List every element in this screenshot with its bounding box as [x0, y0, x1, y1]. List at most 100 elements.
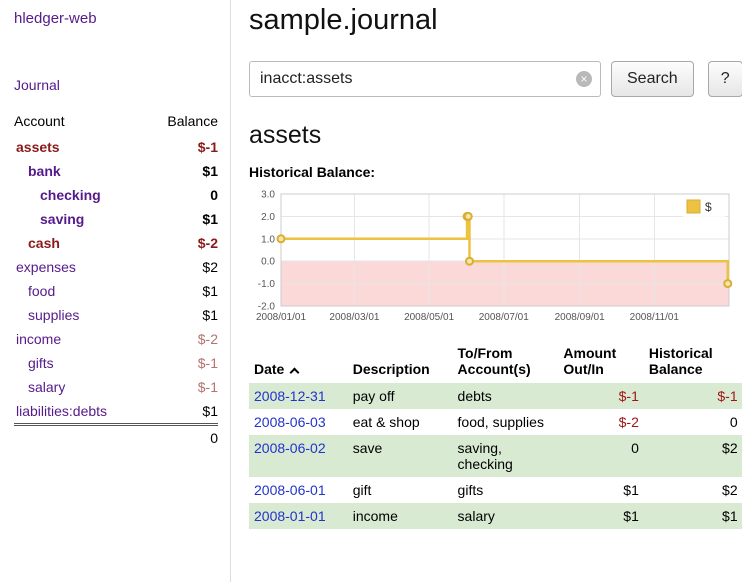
- accounts-total-balance: 0: [146, 423, 218, 450]
- clear-search-icon[interactable]: ×: [576, 71, 592, 87]
- data-point-marker: [463, 211, 473, 221]
- accounts-header-account: Account: [14, 113, 65, 129]
- register-balance: 0: [729, 414, 738, 430]
- account-balance: $-1: [197, 139, 218, 155]
- register-accounts: debts: [452, 383, 559, 409]
- register-balance: $-1: [643, 383, 742, 409]
- search-input[interactable]: [249, 61, 601, 97]
- register-amount: $-1: [558, 383, 644, 409]
- register-balance: $2: [722, 482, 738, 498]
- account-heading: assets: [249, 121, 322, 149]
- chart-title: Historical Balance:: [249, 164, 376, 180]
- account-balance: $1: [202, 163, 218, 179]
- account-link-checking[interactable]: checking: [40, 187, 101, 203]
- col-header-amount: Amount Out/In: [563, 345, 617, 377]
- account-balance: $-2: [197, 235, 218, 251]
- date-link[interactable]: 2008-06-03: [254, 414, 326, 430]
- account-link-gifts[interactable]: gifts: [28, 355, 54, 371]
- account-balance: $1: [202, 403, 218, 419]
- register-amount: $-2: [618, 414, 639, 430]
- register-header-row: Date Description To/From Account(s) Amou…: [249, 343, 742, 383]
- register-row: 2008-01-01 income salary $1 $1: [249, 503, 742, 529]
- sidebar-item-journal[interactable]: Journal: [14, 77, 60, 93]
- sort-asc-icon: [289, 367, 300, 378]
- svg-text:2.0: 2.0: [261, 212, 275, 223]
- legend-label: $: [705, 200, 712, 214]
- date-link[interactable]: 2008-12-31: [254, 388, 326, 404]
- account-row-cash: cash $-2: [14, 231, 218, 255]
- svg-text:2008/05/01: 2008/05/01: [404, 312, 454, 323]
- register-accounts: salary: [452, 503, 559, 529]
- account-row-gifts: gifts $-1: [14, 351, 218, 375]
- account-balance: $-1: [197, 379, 218, 395]
- app-title-link[interactable]: hledger-web: [14, 10, 97, 27]
- account-link-income[interactable]: income: [16, 331, 62, 347]
- register-accounts: gifts: [457, 482, 484, 498]
- account-balance: $2: [202, 259, 218, 275]
- account-row-bank: bank $1: [14, 159, 218, 183]
- search-field-wrap: ×: [249, 61, 601, 97]
- account-link-expenses[interactable]: expenses: [16, 259, 76, 275]
- account-balance: $-1: [197, 355, 218, 371]
- register-balance: $2: [643, 435, 742, 477]
- accounts-header-row: Account Balance: [14, 109, 218, 135]
- accounts-table: Account Balance assets $-1 bank $1 check…: [14, 109, 218, 450]
- register-accounts: food, supplies: [457, 414, 544, 430]
- accounts-total-row: 0: [14, 423, 218, 450]
- account-row-liabilities-debts: liabilities:debts $1: [14, 399, 218, 425]
- accounts-header-balance: Balance: [167, 113, 218, 129]
- svg-text:-1.0: -1.0: [258, 279, 276, 290]
- account-row-salary: salary $-1: [14, 375, 218, 399]
- register-row: 2008-06-01 gift gifts $1 $2: [249, 477, 742, 503]
- register-description: pay off: [347, 383, 453, 409]
- data-point-marker: [276, 234, 286, 244]
- date-link[interactable]: 2008-06-02: [254, 440, 326, 456]
- register-description: income: [347, 503, 453, 529]
- account-link-cash[interactable]: cash: [28, 235, 60, 251]
- search-bar: × Search ?: [249, 61, 742, 97]
- register-row: 2008-06-02 save saving, checking 0 $2: [249, 435, 742, 477]
- account-row-saving: saving $1: [14, 207, 218, 231]
- col-header-date-label: Date: [254, 361, 285, 377]
- col-header-description: Description: [352, 361, 430, 377]
- account-balance: $-2: [197, 331, 218, 347]
- account-link-bank[interactable]: bank: [28, 163, 61, 179]
- data-point-marker: [465, 256, 475, 266]
- col-header-accounts: To/From Account(s): [457, 345, 531, 377]
- register-row: 2008-12-31 pay off debts $-1 $-1: [249, 383, 742, 409]
- register-amount: $1: [558, 503, 644, 529]
- account-row-supplies: supplies $1: [14, 303, 218, 327]
- account-link-supplies[interactable]: supplies: [28, 307, 80, 323]
- legend-swatch: [686, 199, 701, 214]
- account-link-assets[interactable]: assets: [16, 139, 60, 155]
- page-title: sample.journal: [249, 4, 438, 36]
- account-balance: 0: [210, 187, 218, 203]
- register-accounts: saving, checking: [452, 435, 559, 477]
- register-row: 2008-06-03 eat & shop food, supplies $-2…: [249, 409, 742, 435]
- svg-text:2008/09/01: 2008/09/01: [555, 312, 605, 323]
- account-balance: $1: [202, 283, 218, 299]
- col-header-balance: Historical Balance: [648, 345, 713, 377]
- account-link-liabilities-debts[interactable]: liabilities:debts: [16, 403, 108, 419]
- register-amount: $1: [623, 482, 639, 498]
- account-link-saving[interactable]: saving: [40, 211, 85, 227]
- account-link-salary[interactable]: salary: [28, 379, 66, 395]
- search-button[interactable]: Search: [611, 61, 694, 97]
- svg-text:2008/03/01: 2008/03/01: [329, 312, 379, 323]
- account-row-assets: assets $-1: [14, 135, 218, 159]
- account-row-food: food $1: [14, 279, 218, 303]
- historical-balance-chart: 3.0 2.0 1.0 0.0 -1.0 -2.0 2008/01/01 2008/03/01…: [249, 186, 742, 327]
- account-link-food[interactable]: food: [28, 283, 56, 299]
- register-description: gift: [352, 482, 372, 498]
- svg-text:3.0: 3.0: [261, 190, 275, 201]
- date-link[interactable]: 2008-01-01: [254, 508, 326, 524]
- svg-text:0.0: 0.0: [261, 257, 275, 268]
- help-button[interactable]: ?: [707, 61, 742, 97]
- register-table: Date Description To/From Account(s) Amou…: [249, 343, 742, 529]
- date-link[interactable]: 2008-06-01: [254, 482, 326, 498]
- svg-text:2008/01/01: 2008/01/01: [256, 312, 306, 323]
- col-header-date[interactable]: Date: [249, 343, 348, 383]
- account-row-checking: checking 0: [14, 183, 218, 207]
